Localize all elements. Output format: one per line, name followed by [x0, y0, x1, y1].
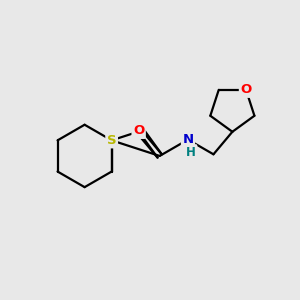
Text: O: O — [240, 83, 252, 96]
Text: S: S — [107, 134, 116, 147]
Text: H: H — [186, 146, 196, 159]
Text: O: O — [133, 124, 144, 137]
Text: N: N — [182, 133, 194, 146]
